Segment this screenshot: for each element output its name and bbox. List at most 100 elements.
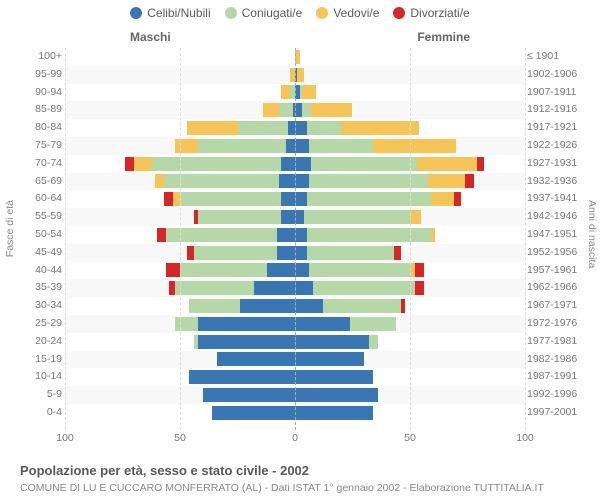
- bar-segment: [134, 157, 152, 171]
- bar-segment: [198, 139, 285, 153]
- bar-segment: [307, 246, 394, 260]
- legend-label: Divorziati/e: [410, 6, 469, 20]
- birth-label: 1922-1926: [527, 137, 582, 155]
- legend-label: Vedovi/e: [333, 6, 379, 20]
- x-axis: 10050050100: [65, 432, 525, 448]
- gridline: [180, 48, 181, 430]
- bar-segment: [203, 388, 295, 402]
- bar-segment: [410, 210, 422, 224]
- age-label: 65-69: [22, 173, 62, 191]
- plot-area: [65, 48, 525, 430]
- bar-segment: [295, 246, 307, 260]
- bar-segment: [297, 68, 304, 82]
- bar-segment: [295, 263, 309, 277]
- bar-segment: [125, 157, 134, 171]
- x-tick: 50: [404, 432, 416, 444]
- birth-labels: ≤ 19011902-19061907-19111912-19161917-19…: [527, 48, 582, 430]
- x-tick: 100: [516, 432, 534, 444]
- bar-segment: [369, 335, 378, 349]
- bar-segment: [198, 317, 295, 331]
- bar-segment: [187, 246, 194, 260]
- chart-subtitle: COMUNE DI LU E CUCCARO MONFERRATO (AL) -…: [20, 482, 544, 494]
- birth-label: 1927-1931: [527, 155, 582, 173]
- age-label: 75-79: [22, 137, 62, 155]
- bar-segment: [194, 246, 277, 260]
- y-axis-left-label: Fasce di età: [4, 200, 16, 257]
- bar-segment: [394, 246, 401, 260]
- bar-segment: [175, 139, 198, 153]
- bar-segment: [164, 174, 279, 188]
- bar-segment: [212, 406, 295, 420]
- bar-segment: [295, 317, 350, 331]
- legend-item: Vedovi/e: [316, 6, 379, 20]
- birth-label: 1932-1936: [527, 173, 582, 191]
- bar-segment: [187, 121, 238, 135]
- bar-segment: [279, 174, 295, 188]
- age-label: 40-44: [22, 262, 62, 280]
- legend-label: Celibi/Nubili: [147, 6, 210, 20]
- bar-segment: [295, 406, 373, 420]
- bar-segment: [295, 121, 307, 135]
- bar-segment: [277, 228, 295, 242]
- bar-segment: [173, 192, 180, 206]
- bar-segment: [431, 228, 436, 242]
- birth-label: 1987-1991: [527, 368, 582, 386]
- bar-segment: [295, 210, 304, 224]
- bar-segment: [295, 352, 364, 366]
- gridline: [65, 48, 66, 430]
- bar-segment: [175, 317, 198, 331]
- female-header: Femmine: [417, 30, 470, 44]
- bar-segment: [307, 121, 342, 135]
- bar-segment: [254, 281, 295, 295]
- bar-segment: [311, 157, 417, 171]
- bar-segment: [302, 103, 311, 117]
- age-label: 15-19: [22, 351, 62, 369]
- population-pyramid-chart: Celibi/Nubili Coniugati/e Vedovi/e Divorzia…: [0, 0, 600, 500]
- bar-segment: [415, 281, 424, 295]
- bar-segment: [454, 192, 461, 206]
- bar-segment: [313, 281, 414, 295]
- male-header: Maschi: [130, 30, 171, 44]
- bar-segment: [431, 192, 454, 206]
- age-label: 25-29: [22, 315, 62, 333]
- bar-segment: [323, 299, 401, 313]
- legend-swatch: [225, 7, 237, 19]
- age-label: 50-54: [22, 226, 62, 244]
- age-label: 0-4: [22, 404, 62, 422]
- bar-segment: [341, 121, 419, 135]
- birth-label: 1967-1971: [527, 297, 582, 315]
- birth-label: 1992-1996: [527, 386, 582, 404]
- legend-label: Coniugati/e: [242, 6, 303, 20]
- bar-segment: [198, 335, 295, 349]
- y-axis-right-label: Anni di nascita: [586, 200, 598, 268]
- bar-segment: [415, 263, 424, 277]
- bar-segment: [157, 228, 166, 242]
- bar-segment: [304, 210, 410, 224]
- age-label: 10-14: [22, 368, 62, 386]
- bar-segment: [477, 157, 484, 171]
- bar-segment: [295, 174, 309, 188]
- bar-segment: [240, 299, 295, 313]
- bar-segment: [189, 299, 240, 313]
- bar-segment: [295, 370, 373, 384]
- bar-segment: [428, 174, 465, 188]
- birth-label: 1972-1976: [527, 315, 582, 333]
- bar-segment: [169, 281, 176, 295]
- bar-segment: [302, 85, 316, 99]
- bar-segment: [180, 192, 281, 206]
- age-label: 95-99: [22, 66, 62, 84]
- legend: Celibi/Nubili Coniugati/e Vedovi/e Divorzia…: [0, 0, 600, 20]
- bar-segment: [295, 228, 307, 242]
- bar-segment: [238, 121, 289, 135]
- x-tick: 100: [56, 432, 74, 444]
- age-label: 55-59: [22, 208, 62, 226]
- legend-swatch: [130, 7, 142, 19]
- bar-segment: [288, 121, 295, 135]
- age-label: 80-84: [22, 119, 62, 137]
- age-label: 5-9: [22, 386, 62, 404]
- bar-segment: [295, 139, 309, 153]
- bar-segment: [263, 103, 279, 117]
- birth-label: 1907-1911: [527, 84, 582, 102]
- bar-segment: [166, 228, 276, 242]
- bar-segment: [281, 85, 290, 99]
